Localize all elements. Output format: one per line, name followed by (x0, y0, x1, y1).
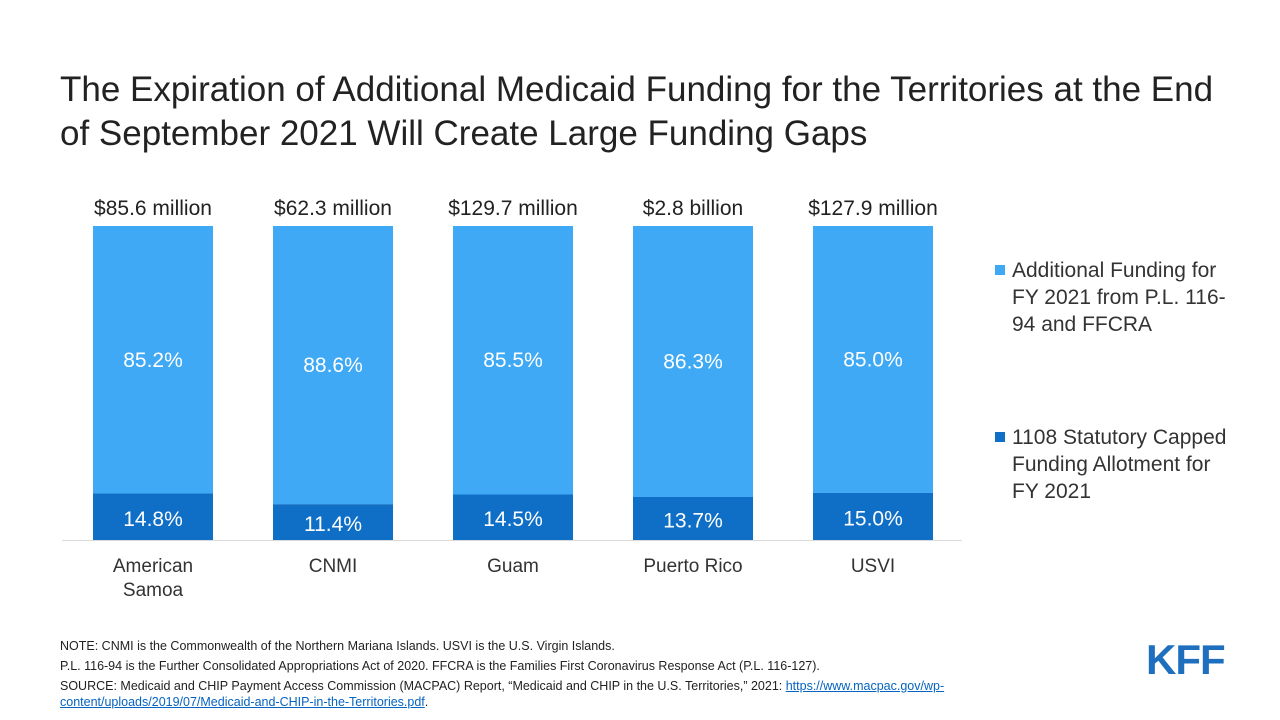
bar-statutory-2 (453, 494, 573, 540)
kff-logo: KFF (1146, 636, 1226, 683)
category-label-0-line-1: Samoa (123, 580, 184, 601)
pl-text: P.L. 116-94 is the Further Consolidated … (60, 659, 820, 673)
bar-additional-1 (273, 226, 393, 505)
bar-statutory-0 (93, 493, 213, 540)
label-additional-0: 85.2% (123, 349, 183, 372)
footnotes: NOTE: CNMI is the Commonwealth of the No… (60, 638, 1130, 714)
bar-additional-2 (453, 226, 573, 495)
total-label-2: $129.7 million (448, 197, 578, 220)
total-label-0: $85.6 million (94, 197, 212, 220)
category-label-0-line-0: American (113, 556, 193, 577)
label-additional-2: 85.5% (483, 349, 543, 372)
category-label-1: CNMI (309, 556, 358, 577)
total-label-4: $127.9 million (808, 197, 938, 220)
category-label-2: Guam (487, 556, 539, 577)
label-statutory-1: 11.4% (304, 513, 362, 536)
label-statutory-3: 13.7% (663, 509, 723, 532)
bar-additional-0 (93, 226, 213, 494)
legend-swatch-statutory (995, 432, 1005, 442)
note-text: NOTE: CNMI is the Commonwealth of the No… (60, 639, 615, 653)
label-statutory-4: 15.0% (843, 507, 903, 530)
bar-statutory-3 (633, 496, 753, 540)
legend-label-additional: Additional Funding for FY 2021 from P.L.… (1012, 259, 1226, 336)
label-additional-1: 88.6% (303, 354, 363, 377)
category-label-3: Puerto Rico (643, 556, 742, 577)
total-label-3: $2.8 billion (643, 197, 743, 220)
bar-statutory-1 (273, 504, 393, 540)
bar-statutory-4 (813, 492, 933, 540)
legend-swatch-additional (995, 265, 1005, 275)
source-link[interactable]: https://www.macpac.gov/wp-content/upload… (60, 679, 945, 709)
bar-additional-3 (633, 226, 753, 497)
legend-item-additional: Additional Funding for FY 2021 from P.L.… (995, 257, 1235, 338)
source-text: SOURCE: Medicaid and CHIP Payment Access… (60, 678, 1130, 710)
category-label-4: USVI (851, 556, 895, 577)
label-statutory-0: 14.8% (123, 508, 183, 531)
label-statutory-2: 14.5% (483, 508, 543, 531)
legend-label-statutory: 1108 Statutory Capped Funding Allotment … (1012, 426, 1227, 503)
source-suffix: . (424, 695, 429, 709)
bar-additional-4 (813, 226, 933, 493)
label-additional-3: 86.3% (663, 350, 723, 373)
total-label-1: $62.3 million (274, 197, 392, 220)
label-additional-4: 85.0% (843, 348, 903, 371)
chart-title: The Expiration of Additional Medicaid Fu… (60, 70, 1214, 153)
source-prefix: SOURCE: Medicaid and CHIP Payment Access… (60, 679, 786, 693)
legend-item-statutory: 1108 Statutory Capped Funding Allotment … (995, 424, 1235, 505)
